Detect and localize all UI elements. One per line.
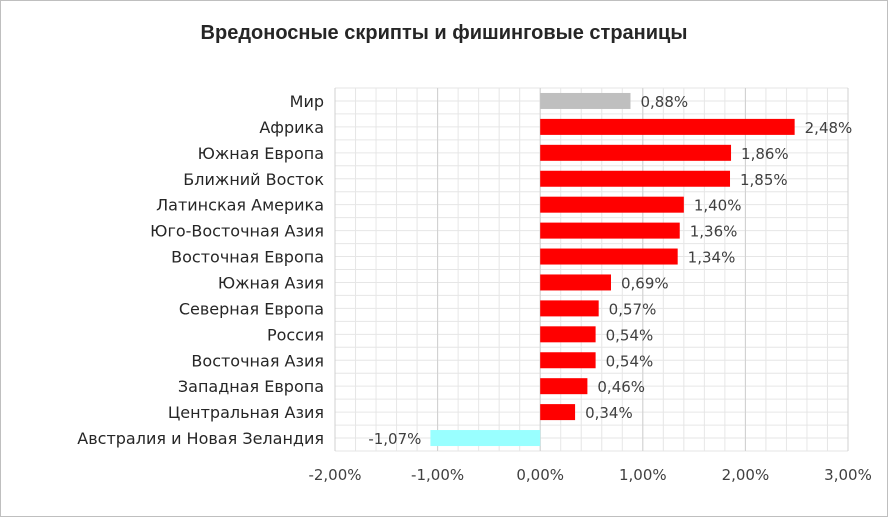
bar bbox=[540, 326, 596, 343]
bar bbox=[540, 404, 576, 421]
bar bbox=[540, 274, 611, 291]
bar bbox=[540, 144, 732, 161]
category-label: Австралия и Новая Зеландия bbox=[77, 429, 324, 448]
category-label: Южная Азия bbox=[218, 273, 324, 292]
chart-title: Вредоносные скрипты и фишинговые страниц… bbox=[200, 22, 688, 44]
x-tick-label: 3,00% bbox=[824, 466, 872, 484]
bar bbox=[540, 352, 596, 369]
bar bbox=[540, 248, 678, 265]
bar bbox=[540, 300, 599, 317]
category-label: Юго-Восточная Азия bbox=[150, 222, 324, 241]
x-tick-label: 0,00% bbox=[516, 466, 564, 484]
bar bbox=[540, 170, 731, 187]
value-label: 1,34% bbox=[688, 249, 736, 267]
x-tick-label: 2,00% bbox=[722, 466, 770, 484]
bar bbox=[540, 92, 631, 109]
x-tick-label: 1,00% bbox=[619, 466, 667, 484]
labels: Мир 0,88% Африка 2,48% Южная Европа 1,86% Ближ… bbox=[77, 92, 872, 484]
x-tick-label: -2,00% bbox=[308, 466, 361, 484]
value-label: 1,85% bbox=[740, 171, 788, 189]
value-label: 0,88% bbox=[640, 93, 688, 111]
value-label: 1,36% bbox=[690, 223, 738, 241]
bar bbox=[540, 378, 588, 395]
bar bbox=[540, 222, 680, 239]
value-label: 0,34% bbox=[585, 404, 633, 422]
value-label: 2,48% bbox=[805, 119, 853, 137]
bar bbox=[540, 118, 795, 135]
value-label: 1,86% bbox=[741, 145, 789, 163]
value-label: 0,54% bbox=[606, 352, 654, 370]
category-label: Мир bbox=[290, 92, 324, 111]
bar bbox=[540, 196, 684, 213]
value-label: 1,40% bbox=[694, 197, 742, 215]
value-label: -1,07% bbox=[368, 430, 421, 448]
bar bbox=[430, 430, 541, 447]
category-label: Африка bbox=[259, 118, 324, 137]
category-label: Ближний Восток bbox=[183, 170, 324, 189]
value-label: 0,46% bbox=[597, 378, 645, 396]
category-label: Северная Европа bbox=[179, 299, 324, 318]
bars bbox=[430, 92, 795, 447]
category-label: Центральная Азия bbox=[168, 403, 324, 422]
category-label: Латинская Америка bbox=[156, 196, 324, 215]
category-label: Южная Европа bbox=[198, 144, 324, 163]
value-label: 0,57% bbox=[609, 300, 657, 318]
value-label: 0,69% bbox=[621, 274, 669, 292]
category-label: Россия bbox=[267, 325, 324, 344]
category-label: Восточная Азия bbox=[191, 351, 324, 370]
x-tick-label: -1,00% bbox=[411, 466, 464, 484]
gridlines bbox=[334, 87, 849, 452]
category-label: Западная Европа bbox=[178, 377, 324, 396]
value-label: 0,54% bbox=[606, 326, 654, 344]
category-label: Восточная Европа bbox=[171, 248, 324, 267]
